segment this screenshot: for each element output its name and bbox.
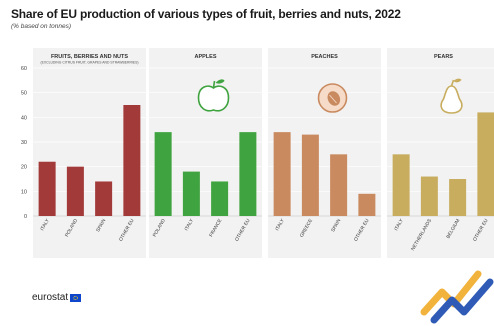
bar-other-eu: [123, 105, 141, 216]
panel-title: PEARS: [434, 54, 453, 60]
panel-subtitle: (EXCLUDING CITRUS FRUIT, GRAPES AND STRA…: [40, 61, 138, 65]
peach-icon: [317, 83, 348, 113]
x-tick-label: ITALY: [39, 217, 51, 232]
apple-icon: [197, 79, 230, 112]
bar-other-eu: [239, 132, 257, 216]
bar-other-eu: [358, 193, 376, 216]
panel-title: APPLES: [194, 54, 216, 60]
y-tick-label: 60: [21, 66, 27, 72]
bar-spain: [95, 181, 113, 216]
bar-france: [211, 181, 229, 216]
x-tick-label: ITALY: [184, 217, 196, 232]
chart-title: Share of EU production of various types …: [11, 7, 401, 21]
y-tick-label: 50: [21, 91, 27, 97]
panel-1: FRUITS, BERRIES AND NUTS(EXCLUDING CITRU…: [33, 48, 146, 258]
bar-other-eu: [477, 112, 494, 216]
y-tick-label: 10: [21, 189, 27, 195]
bar-spain: [330, 154, 348, 216]
chart-panels: FRUITS, BERRIES AND NUTS(EXCLUDING CITRU…: [33, 48, 494, 258]
y-tick-label: 30: [21, 140, 27, 146]
eu-flag-icon: [70, 293, 82, 302]
y-tick-label: 20: [21, 165, 27, 171]
panel-title: PEACHES: [311, 54, 338, 60]
y-tick-label: 40: [21, 115, 27, 121]
panel-title: FRUITS, BERRIES AND NUTS: [51, 54, 128, 60]
pear-icon: [440, 78, 463, 114]
bar-belgium: [449, 179, 467, 216]
eurostat-swoosh-icon: [420, 270, 494, 324]
bar-poland: [66, 166, 84, 216]
x-tick-label: ITALY: [393, 217, 405, 232]
bar-netherlands: [420, 176, 438, 216]
eurostat-logo: eurostat: [32, 292, 82, 303]
chart-subtitle: (% based on tonnes): [11, 23, 71, 30]
bar-italy: [38, 161, 56, 216]
x-tick-label: ITALY: [274, 217, 286, 232]
y-axis: 0 10 20 30 40 50 60: [21, 66, 27, 220]
bar-italy: [273, 132, 291, 216]
bar-poland: [154, 132, 172, 216]
bar-greece: [301, 134, 319, 216]
bar-italy: [182, 171, 200, 216]
panel-background: [387, 48, 494, 258]
y-tick-label: 0: [24, 214, 27, 220]
eurostat-logo-text: eurostat: [32, 292, 69, 303]
bar-italy: [392, 154, 410, 216]
